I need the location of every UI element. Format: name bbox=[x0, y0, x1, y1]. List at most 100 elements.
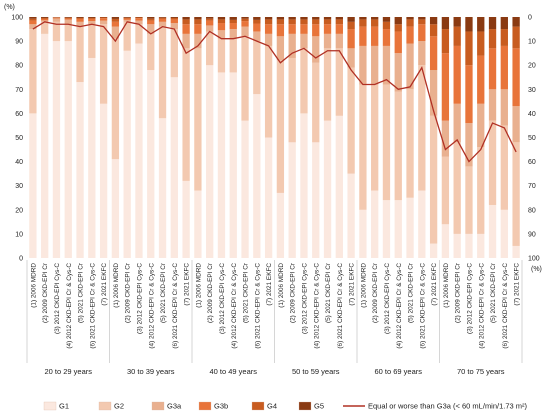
bar-segment-g1 bbox=[394, 200, 402, 258]
left-tick-label: 10 bbox=[15, 231, 23, 238]
right-tick-label: 10 bbox=[528, 39, 536, 46]
bar-segment-g5 bbox=[406, 17, 414, 20]
bar-segment-g2 bbox=[347, 67, 355, 174]
bar-segment-g3b bbox=[418, 24, 426, 42]
right-axis: (%) 0 10 20 30 40 50 60 70 80 90 100 bbox=[528, 15, 542, 274]
bar-segment-g4 bbox=[147, 18, 155, 21]
bar-segment-g5 bbox=[264, 17, 273, 20]
bar-segment-g4 bbox=[394, 24, 402, 32]
bar-segment-g3a bbox=[158, 21, 167, 27]
bar-segment-g2 bbox=[264, 45, 273, 138]
bar-segment-g3b bbox=[453, 45, 461, 104]
bar-segment-g1 bbox=[52, 41, 61, 258]
category-label: (4) 2012 CKD-EPI Cr & Cys-C bbox=[313, 263, 320, 349]
bar-segment-g3a bbox=[418, 41, 426, 66]
bar-segment-g4 bbox=[111, 18, 120, 22]
bar-segment-g2 bbox=[111, 38, 120, 160]
bar-segment-g3a bbox=[465, 123, 473, 167]
bar-segment-g4 bbox=[500, 29, 508, 46]
bar-segment-g5 bbox=[300, 17, 308, 20]
bar-segment-g5 bbox=[382, 17, 391, 22]
bar-segment-g3a bbox=[241, 26, 249, 37]
legend-swatch-g3b bbox=[198, 401, 212, 411]
bar-segment-g1 bbox=[217, 72, 226, 259]
category-label: (3) 2012 CKD-EPI Cys-C bbox=[136, 263, 143, 334]
bar-segment-g3a bbox=[500, 89, 508, 126]
bar-segment-g5 bbox=[335, 17, 343, 20]
bar-segment-g2 bbox=[500, 125, 508, 210]
category-label: (3) 2012 CKD-EPI Cys-C bbox=[466, 263, 473, 334]
category-label: (6) 2021 CKD-EPI Cr & Cys-C bbox=[89, 263, 96, 349]
line-layer bbox=[32, 21, 517, 163]
age-group-label: 30 to 39 years bbox=[127, 367, 175, 376]
bar-segment-g4 bbox=[264, 19, 273, 25]
bar-segment-g3a bbox=[229, 29, 237, 39]
bar-segment-g3a bbox=[253, 31, 261, 42]
bar-segment-g5 bbox=[465, 17, 473, 32]
bar-segment-g2 bbox=[52, 21, 61, 42]
bar-segment-g5 bbox=[288, 17, 296, 20]
bar-segment-g2 bbox=[99, 24, 108, 104]
bar-segment-g2 bbox=[182, 48, 190, 181]
bar-segment-g3b bbox=[312, 24, 320, 37]
bar-segment-g2 bbox=[76, 26, 84, 83]
legend: G1 G2 G3a G3b G4 G5 Equal or worse than G3a (<… bbox=[43, 401, 528, 411]
bar-segment-g3b bbox=[382, 29, 391, 46]
category-label: (5) 2021 CKD-EPI Cr bbox=[325, 262, 332, 323]
bar-segment-g3a bbox=[477, 103, 485, 148]
bar-segment-g4 bbox=[206, 18, 214, 21]
bar-segment-g2 bbox=[512, 142, 520, 246]
bar-segment-g3a bbox=[312, 36, 320, 63]
right-axis-unit: (%) bbox=[531, 266, 542, 273]
bar-segment-g1 bbox=[488, 204, 497, 258]
bar-segment-g3b bbox=[135, 18, 143, 21]
bar-segment-g3b bbox=[300, 24, 308, 34]
bar-segment-g3a bbox=[217, 30, 226, 39]
bar-segment-g2 bbox=[441, 156, 450, 225]
bar-segment-g1 bbox=[335, 115, 343, 258]
left-tick-label: 50 bbox=[15, 135, 23, 142]
right-tick-label: 0 bbox=[528, 15, 532, 22]
bar-segment-g3a bbox=[488, 89, 497, 121]
g3a-or-worse-line bbox=[32, 21, 517, 163]
bar-segment-g3b bbox=[111, 21, 120, 27]
bar-segment-g3a bbox=[76, 21, 84, 27]
category-label: (2) 2009 CKD-EPI Cr bbox=[372, 262, 379, 323]
category-label: (5) 2021 CKD-EPI Cr bbox=[490, 262, 497, 323]
bar-segment-g4 bbox=[406, 19, 414, 27]
bar-segment-g5 bbox=[453, 17, 461, 27]
category-label: (2) 2009 CKD-EPI Cr bbox=[290, 262, 297, 323]
category-label: (6) 2021 CKD-EPI Cr & Cys-C bbox=[337, 263, 344, 349]
legend-swatch-g3a bbox=[151, 401, 165, 411]
bar-segment-g5 bbox=[512, 17, 520, 27]
bar-segment-g3a bbox=[382, 45, 391, 85]
bar-segment-g1 bbox=[29, 113, 37, 259]
bar-segment-g2 bbox=[323, 48, 332, 121]
bar-segment-g3a bbox=[41, 20, 49, 22]
bar-segment-g3b bbox=[29, 20, 37, 25]
bar-segment-g5 bbox=[323, 17, 332, 20]
bar-segment-g2 bbox=[194, 48, 202, 191]
bar-segment-g4 bbox=[241, 18, 249, 22]
left-tick-label: 70 bbox=[15, 87, 23, 94]
bar-segment-g4 bbox=[300, 19, 308, 25]
category-labels: (1) 2006 MDRD (2) 2009 CKD-EPI Cr (3) 2012… bbox=[30, 262, 520, 348]
bar-segment-g3b bbox=[217, 23, 226, 31]
bar-segment-g4 bbox=[123, 17, 131, 19]
bar-segment-g2 bbox=[394, 91, 402, 201]
category-label: (3) 2012 CKD-EPI Cys-C bbox=[384, 263, 391, 334]
category-label: (3) 2012 CKD-EPI Cys-C bbox=[54, 263, 61, 334]
category-label: (1) 2006 MDRD bbox=[278, 263, 285, 308]
age-group-label: 40 to 49 years bbox=[209, 367, 257, 376]
right-tick-label: 50 bbox=[528, 135, 536, 142]
bar-segment-g2 bbox=[29, 29, 37, 114]
right-tick-label: 100 bbox=[528, 256, 540, 263]
bar-segment-g3a bbox=[264, 33, 273, 46]
bar-segment-g3b bbox=[41, 18, 49, 21]
bar-segment-g3a bbox=[394, 53, 402, 92]
category-label: (6) 2021 CKD-EPI Cr & Cys-C bbox=[254, 263, 261, 349]
bar-segment-g2 bbox=[229, 38, 237, 73]
bar-segment-g2 bbox=[276, 60, 285, 193]
right-tick-label: 90 bbox=[528, 231, 536, 238]
bar-segment-g3b bbox=[512, 48, 520, 107]
